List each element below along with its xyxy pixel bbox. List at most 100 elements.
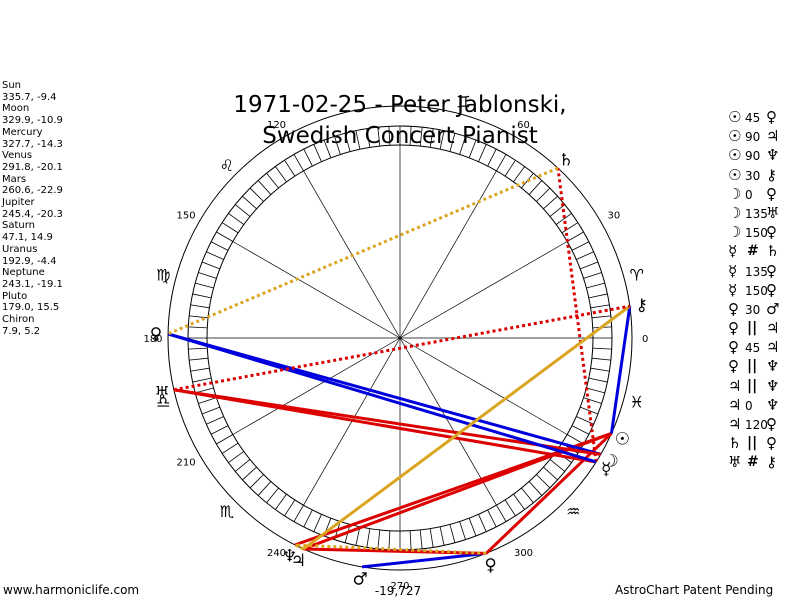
aspect-line [173,304,631,392]
planet-position-value: 245.4, -20.3 [2,208,63,220]
planet-glyph-icon: ☿ [601,459,611,479]
aspect-angle: 135 [745,206,768,221]
aspect-angle: 0 [745,187,753,202]
aspect-row: ☽ 150 ♀ [728,223,798,242]
zodiac-sign-icon: ♏ [220,502,234,521]
planet-glyph-icon: ♂ [766,299,780,318]
planet-position-value: 47.1, 14.9 [2,232,53,244]
aspect-angle: 90 [745,149,761,164]
planet-glyph-icon: ♃ [291,551,306,571]
planet-glyph-icon: ☿ [728,242,738,261]
degree-tick [313,514,322,532]
aspect-angle: 150 [745,283,768,298]
planet-glyph-icon: ♀ [766,434,777,453]
degree-tick [188,326,208,329]
degree-tick [555,213,572,225]
degree-tick [449,524,456,543]
degree-tick [513,166,525,183]
degree-tick [216,434,234,445]
planet-name: Mars [2,173,27,185]
planet-glyph-icon: ⚷ [766,165,777,184]
sign-spoke [399,241,568,339]
aspect-angle: 90 [745,130,761,145]
aspect-symbol: || [747,435,758,452]
degree-tick [366,128,371,148]
planet-position-value: 335.7, -9.4 [2,91,57,103]
degree-tick [496,504,507,522]
aspect-line [556,167,598,463]
degree-label: 180 [143,334,162,345]
degree-tick [496,154,507,172]
planet-glyph-icon: ☽ [728,223,742,242]
degree-tick [249,187,264,202]
planet-glyph-icon: ☿ [728,261,738,280]
aspect-line [167,332,597,464]
aspect-row: ♀ || ♃ [728,319,798,338]
degree-tick [521,487,534,504]
degree-tick [275,166,287,183]
degree-tick [190,367,210,372]
planet-glyph-icon: ♀ [766,108,777,126]
aspect-row: ☉ 90 ♃ [728,127,798,146]
degree-tick [429,128,434,148]
planet-glyph-icon: ♅ [728,453,742,472]
degree-tick [242,466,257,481]
aspect-symbol: || [747,377,758,394]
planet-name: Sun [2,80,22,91]
degree-tick [313,144,322,162]
degree-tick [293,154,304,172]
aspect-angle: 30 [745,302,761,317]
aspect-line [173,388,597,464]
degree-tick [576,416,594,425]
planet-position-value: 327.7, -14.3 [2,138,63,150]
planet-glyph-icon: ♃ [766,319,780,338]
degree-tick [583,272,602,279]
degree-tick [198,397,217,404]
planet-glyph-icon: ♀ [728,319,739,338]
aspect-row: ☉ 30 ⚷ [728,166,798,185]
aspect-line [302,304,631,551]
degree-tick [355,130,361,150]
degree-tick [228,213,245,225]
degree-tick [571,241,590,251]
sign-spoke [232,337,401,435]
zodiac-sign-icon: ♊ [456,92,470,111]
aspect-symbol: || [747,358,758,375]
degree-label: 120 [267,120,286,131]
planet-glyph-icon: ♆ [766,357,780,376]
aspect-angle: 0 [745,398,753,413]
degree-tick [409,126,412,146]
degree-tick [543,466,558,481]
degree-tick [409,530,412,550]
zodiac-glyphs: ♈ ♊ ♌ ♍ ♎ ♏ ♒ ♓ [156,92,644,521]
aspect-line [361,551,487,569]
aspect-row: ♃ || ♆ [728,377,798,396]
planet-name: Uranus [2,243,38,255]
footer-website[interactable]: www.harmoniclife.com [3,583,140,597]
planet-glyph-icon: ⚷ [635,295,647,315]
planet-glyph-icon: ♀ [766,223,777,242]
zodiac-sign-icon: ♎ [156,392,170,411]
degree-tick [190,304,210,309]
planet-glyph-icon: ♃ [728,395,742,414]
degree-tick [543,195,558,210]
degree-tick [366,528,371,548]
planet-position-value: 291.8, -20.1 [2,161,63,173]
aspect-line [294,543,487,555]
degree-tick [478,514,487,532]
planet-glyph-icon: ♀ [766,184,777,203]
degree-tick [388,530,391,550]
sign-spoke [399,337,568,435]
aspect-list: ☉ 45 ♀ ☉ 90 ♃ ☉ 90 ♆ ☉ 30 ⚷ ☽ 0 ♀ ☽ 135 ♅ ☽ 150 ♀ ☿ # ♄ ☿ 135 ♀ ☿ 15… [728,108,798,473]
degree-tick [590,304,610,309]
degree-tick [459,136,466,155]
planet-name: Pluto [2,290,28,302]
degree-tick [549,459,566,472]
planet-name: Saturn [2,220,36,232]
aspect-row: ♅ # ⚷ [728,453,798,472]
planet-glyph-icon: ♆ [766,146,780,165]
degree-tick [439,130,445,150]
sign-spoke [399,337,497,506]
planet-name: Moon [2,103,30,115]
planet-name: Venus [2,150,33,162]
